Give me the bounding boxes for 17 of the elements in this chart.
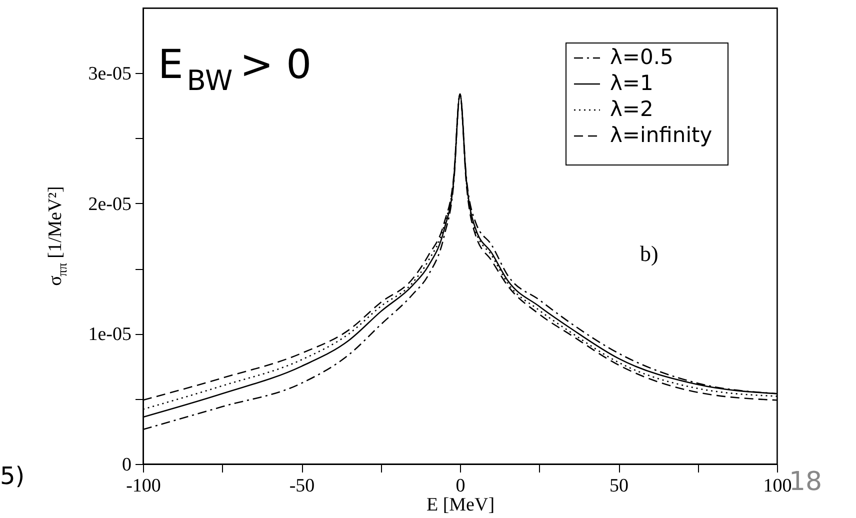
x-tick-label: 100 [763, 476, 792, 496]
annotation: b) [640, 241, 658, 266]
legend-label: λ=0.5 [610, 45, 674, 69]
y-tick-label: 3e-05 [88, 64, 132, 85]
y-tick-label: 2e-05 [88, 194, 132, 215]
y-tick-label: 0 [122, 454, 132, 476]
text: 5) [0, 462, 25, 490]
y-tick-label: 1e-05 [88, 324, 132, 346]
x-axis-title: E [MeV] [426, 494, 495, 516]
x-tick-label: -50 [289, 476, 315, 496]
y-axis-title: σππ [1/MeV²] [45, 186, 70, 286]
legend-label: λ=1 [610, 71, 654, 95]
legend-label: λ=2 [610, 97, 654, 121]
x-tick-label: 50 [610, 476, 628, 496]
x-tick-label: -100 [126, 476, 161, 496]
x-tick-label: 0 [456, 476, 466, 496]
legend-label: λ=infinity [610, 123, 712, 147]
